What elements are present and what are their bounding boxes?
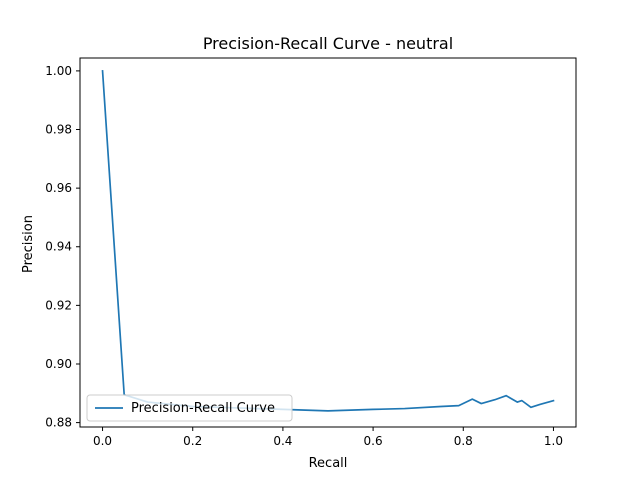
x-tick-label: 0.0 bbox=[93, 434, 112, 448]
y-axis-label: Precision bbox=[21, 215, 36, 273]
x-tick-label: 0.4 bbox=[273, 434, 292, 448]
y-axis: 0.88 0.90 0.92 0.94 0.96 0.98 1.00 bbox=[45, 64, 80, 430]
y-tick-label: 0.94 bbox=[45, 240, 72, 254]
x-axis: 0.0 0.2 0.4 0.6 0.8 1.0 bbox=[93, 427, 563, 448]
x-tick-label: 1.0 bbox=[544, 434, 563, 448]
x-tick-label: 0.2 bbox=[183, 434, 202, 448]
y-tick-label: 0.96 bbox=[45, 181, 72, 195]
legend-box bbox=[86, 394, 293, 422]
y-tick-label: 0.92 bbox=[45, 298, 72, 312]
legend-entry-label: Precision-Recall Curve bbox=[131, 401, 275, 416]
y-tick-label: 1.00 bbox=[45, 64, 72, 78]
x-tick-label: 0.6 bbox=[364, 434, 383, 448]
x-axis-label: Recall bbox=[309, 456, 348, 471]
legend: Precision-Recall Curve bbox=[86, 394, 293, 422]
chart-title: Precision-Recall Curve - neutral bbox=[203, 34, 453, 53]
y-tick-label: 0.98 bbox=[45, 123, 72, 137]
y-tick-label: 0.88 bbox=[45, 416, 72, 430]
plot-area bbox=[79, 57, 577, 428]
y-tick-label: 0.90 bbox=[45, 357, 72, 371]
plot-frame bbox=[79, 57, 577, 428]
x-tick-label: 0.8 bbox=[454, 434, 473, 448]
plot-background bbox=[80, 58, 576, 427]
